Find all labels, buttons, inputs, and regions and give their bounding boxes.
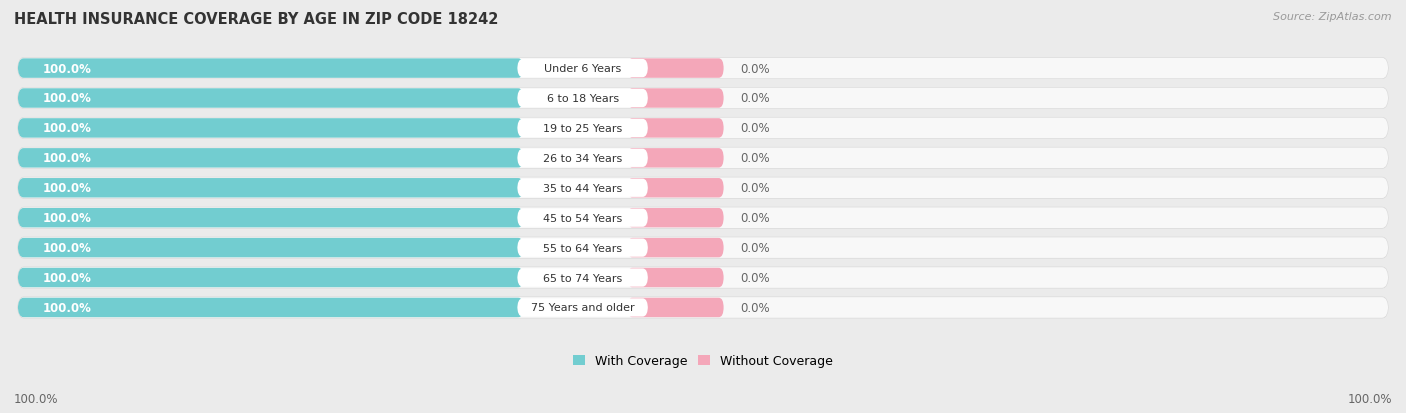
Text: 26 to 34 Years: 26 to 34 Years [543, 154, 623, 164]
Text: 0.0%: 0.0% [740, 152, 769, 165]
FancyBboxPatch shape [517, 90, 648, 108]
FancyBboxPatch shape [627, 119, 724, 138]
FancyBboxPatch shape [18, 59, 524, 78]
Text: 45 to 54 Years: 45 to 54 Years [543, 213, 623, 223]
FancyBboxPatch shape [17, 237, 1389, 259]
FancyBboxPatch shape [17, 58, 1389, 80]
Text: 100.0%: 100.0% [42, 242, 91, 254]
FancyBboxPatch shape [517, 119, 648, 138]
FancyBboxPatch shape [517, 209, 648, 227]
FancyBboxPatch shape [17, 147, 1389, 169]
FancyBboxPatch shape [18, 178, 524, 198]
Text: 35 to 44 Years: 35 to 44 Years [543, 183, 623, 193]
Text: 6 to 18 Years: 6 to 18 Years [547, 94, 619, 104]
FancyBboxPatch shape [18, 209, 524, 228]
FancyBboxPatch shape [517, 60, 648, 78]
FancyBboxPatch shape [18, 297, 1388, 318]
FancyBboxPatch shape [517, 269, 648, 287]
FancyBboxPatch shape [18, 238, 1388, 258]
FancyBboxPatch shape [18, 148, 1388, 169]
FancyBboxPatch shape [18, 89, 524, 109]
FancyBboxPatch shape [18, 268, 1388, 288]
Text: 100.0%: 100.0% [1347, 392, 1392, 405]
Text: 75 Years and older: 75 Years and older [531, 303, 634, 313]
Text: 0.0%: 0.0% [740, 242, 769, 254]
Text: 0.0%: 0.0% [740, 62, 769, 76]
FancyBboxPatch shape [18, 88, 1388, 109]
Text: 0.0%: 0.0% [740, 271, 769, 284]
Text: 100.0%: 100.0% [42, 301, 91, 314]
FancyBboxPatch shape [627, 149, 724, 168]
Text: 0.0%: 0.0% [740, 122, 769, 135]
FancyBboxPatch shape [18, 178, 1388, 199]
FancyBboxPatch shape [17, 178, 1389, 199]
FancyBboxPatch shape [18, 298, 524, 318]
FancyBboxPatch shape [517, 239, 648, 257]
Text: Under 6 Years: Under 6 Years [544, 64, 621, 74]
FancyBboxPatch shape [17, 207, 1389, 229]
Text: 100.0%: 100.0% [42, 182, 91, 195]
FancyBboxPatch shape [627, 209, 724, 228]
FancyBboxPatch shape [17, 267, 1389, 289]
FancyBboxPatch shape [18, 59, 1388, 79]
Text: 19 to 25 Years: 19 to 25 Years [543, 123, 623, 133]
Legend: With Coverage, Without Coverage: With Coverage, Without Coverage [572, 354, 834, 367]
FancyBboxPatch shape [517, 299, 648, 317]
Text: 100.0%: 100.0% [42, 152, 91, 165]
Text: 100.0%: 100.0% [42, 212, 91, 225]
Text: 100.0%: 100.0% [42, 62, 91, 76]
FancyBboxPatch shape [18, 238, 524, 258]
FancyBboxPatch shape [18, 118, 1388, 139]
FancyBboxPatch shape [627, 89, 724, 109]
FancyBboxPatch shape [17, 118, 1389, 140]
FancyBboxPatch shape [517, 179, 648, 197]
Text: 100.0%: 100.0% [42, 122, 91, 135]
Text: 0.0%: 0.0% [740, 301, 769, 314]
Text: 0.0%: 0.0% [740, 92, 769, 105]
Text: HEALTH INSURANCE COVERAGE BY AGE IN ZIP CODE 18242: HEALTH INSURANCE COVERAGE BY AGE IN ZIP … [14, 12, 499, 27]
FancyBboxPatch shape [627, 238, 724, 258]
Text: 55 to 64 Years: 55 to 64 Years [543, 243, 623, 253]
FancyBboxPatch shape [18, 119, 524, 138]
FancyBboxPatch shape [17, 297, 1389, 318]
Text: 100.0%: 100.0% [42, 271, 91, 284]
FancyBboxPatch shape [18, 149, 524, 168]
FancyBboxPatch shape [627, 178, 724, 198]
Text: 100.0%: 100.0% [14, 392, 59, 405]
Text: 100.0%: 100.0% [42, 92, 91, 105]
FancyBboxPatch shape [18, 268, 524, 287]
Text: 65 to 74 Years: 65 to 74 Years [543, 273, 623, 283]
Text: Source: ZipAtlas.com: Source: ZipAtlas.com [1274, 12, 1392, 22]
FancyBboxPatch shape [17, 88, 1389, 109]
FancyBboxPatch shape [517, 150, 648, 168]
FancyBboxPatch shape [18, 208, 1388, 228]
Text: 0.0%: 0.0% [740, 182, 769, 195]
FancyBboxPatch shape [627, 268, 724, 287]
FancyBboxPatch shape [627, 298, 724, 318]
FancyBboxPatch shape [627, 59, 724, 78]
Text: 0.0%: 0.0% [740, 212, 769, 225]
